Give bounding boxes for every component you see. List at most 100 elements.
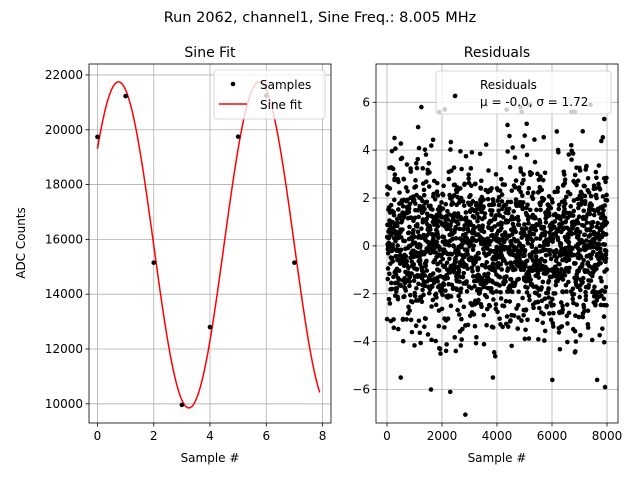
- residual-point: [584, 163, 589, 169]
- residual-point: [570, 246, 575, 252]
- residual-point: [441, 183, 446, 189]
- residual-point: [591, 212, 597, 218]
- residual-point: [544, 303, 550, 309]
- residuals-axes-frame: [375, 63, 619, 424]
- residual-point: [400, 338, 406, 344]
- residual-point: [417, 203, 423, 209]
- residual-point: [420, 166, 426, 171]
- residual-point: [525, 202, 530, 208]
- residual-point: [521, 177, 526, 183]
- residual-point: [448, 303, 454, 309]
- residual-point: [596, 181, 601, 187]
- residual-point: [543, 220, 549, 225]
- residuals-x-tick-label: 6000: [537, 429, 568, 443]
- residual-point: [557, 346, 563, 352]
- residual-point: [599, 252, 605, 258]
- residual-point: [532, 137, 537, 142]
- residual-point: [562, 172, 567, 177]
- residual-point: [585, 175, 591, 181]
- residual-point: [590, 219, 596, 225]
- residual-point: [505, 149, 510, 154]
- residual-point: [548, 205, 554, 211]
- residual-point: [582, 308, 587, 314]
- residual-point: [428, 250, 433, 256]
- residual-point: [461, 203, 467, 208]
- residual-point: [559, 246, 564, 251]
- residual-point: [466, 172, 471, 177]
- residual-point: [418, 340, 423, 346]
- residual-point: [589, 337, 595, 343]
- residual-point: [547, 311, 552, 316]
- residual-point: [486, 168, 491, 173]
- residual-point: [508, 318, 513, 323]
- residual-point: [604, 192, 609, 198]
- residual-point: [456, 293, 461, 299]
- residuals-y-tick-label: −6: [352, 382, 370, 396]
- residual-point: [569, 231, 575, 236]
- residual-point: [412, 293, 418, 299]
- residual-point: [478, 178, 484, 184]
- residual-point: [436, 268, 442, 273]
- sine-fit-panel: Sine Fit 0 2 4 6 8 10000 12000 14000 16000 18000 2…: [14, 45, 332, 465]
- residual-point: [388, 280, 394, 286]
- residual-point: [512, 155, 518, 160]
- residual-point: [523, 327, 528, 333]
- residuals-y-tick-label: −4: [352, 335, 370, 349]
- residual-point: [463, 210, 469, 215]
- residual-point: [563, 282, 569, 288]
- residual-point: [416, 281, 421, 287]
- residual-point: [576, 233, 581, 239]
- residual-point: [546, 278, 552, 284]
- residual-point: [408, 169, 414, 174]
- residual-point: [487, 303, 493, 309]
- residual-point: [427, 170, 432, 175]
- residual-point: [536, 337, 541, 342]
- residual-point: [540, 320, 546, 326]
- residual-point: [477, 151, 483, 157]
- residual-point: [388, 202, 394, 208]
- residual-point: [561, 214, 567, 219]
- residual-point: [566, 235, 571, 241]
- residual-point: [526, 214, 531, 220]
- residual-point: [562, 181, 568, 186]
- residual-point: [400, 227, 405, 232]
- residual-point: [495, 198, 501, 203]
- residuals-x-tick-label: 4000: [482, 429, 513, 443]
- residual-point: [525, 317, 530, 323]
- residual-point: [442, 325, 447, 330]
- residuals-title: Residuals: [464, 45, 530, 61]
- residual-point: [582, 193, 588, 199]
- residual-point: [580, 279, 585, 285]
- residual-point: [577, 168, 583, 173]
- residual-point: [462, 181, 468, 187]
- figure-title: Run 2062, channel1, Sine Freq.: 8.005 MH…: [164, 10, 477, 26]
- residual-point: [433, 302, 439, 308]
- residual-point: [522, 133, 528, 138]
- residual-point: [485, 271, 491, 276]
- residual-point: [404, 317, 409, 322]
- residual-point: [562, 177, 568, 182]
- residual-point: [498, 176, 504, 182]
- residual-point: [463, 153, 469, 159]
- residual-point: [562, 201, 568, 207]
- residual-point: [601, 208, 606, 213]
- residual-point: [497, 274, 503, 280]
- residual-point: [496, 202, 502, 208]
- residual-point: [395, 326, 401, 332]
- residual-point: [515, 326, 521, 331]
- residual-outlier-point: [428, 387, 434, 392]
- residual-point: [385, 191, 390, 197]
- residual-point: [466, 176, 471, 181]
- residual-point: [521, 312, 526, 318]
- residual-point: [402, 238, 408, 244]
- residuals-y-tick-label: −2: [352, 287, 370, 301]
- residual-point: [489, 286, 494, 291]
- residual-point: [603, 256, 609, 261]
- residual-point: [516, 222, 522, 228]
- residual-point: [485, 196, 491, 202]
- residual-point: [540, 177, 546, 183]
- residual-point: [467, 313, 473, 319]
- residual-point: [396, 268, 402, 273]
- residual-point: [509, 289, 515, 295]
